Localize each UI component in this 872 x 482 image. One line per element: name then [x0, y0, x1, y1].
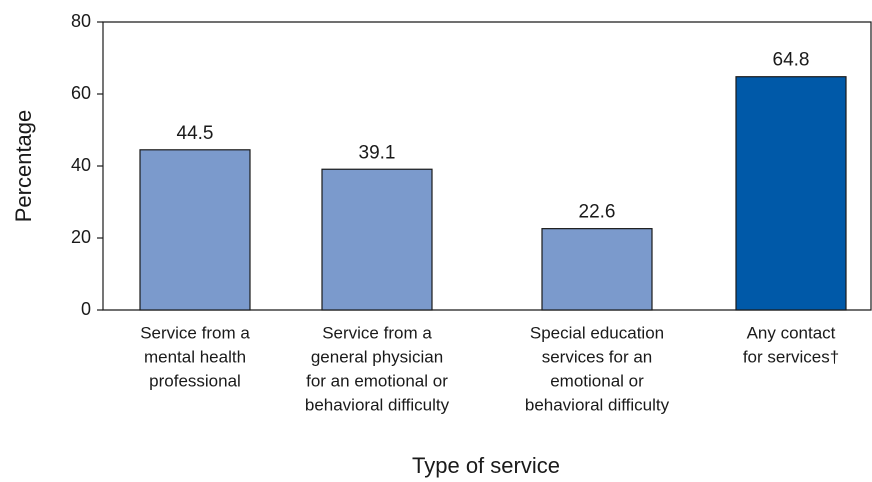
y-axis-title: Percentage — [11, 110, 36, 223]
y-tick-label: 0 — [81, 299, 91, 319]
x-tick-label: professional — [149, 371, 241, 390]
x-tick-label: for an emotional or — [306, 371, 448, 390]
x-tick-label: Service from a — [322, 323, 432, 342]
x-tick-label: Any contact — [747, 323, 836, 342]
x-tick-label: general physician — [311, 347, 443, 366]
y-tick-label: 80 — [71, 11, 91, 31]
y-tick-label: 40 — [71, 155, 91, 175]
bar — [139, 149, 251, 311]
x-tick-label: services for an — [542, 347, 653, 366]
value-label: 39.1 — [359, 142, 396, 163]
x-tick-label: Special education — [530, 323, 664, 342]
y-tick-label: 60 — [71, 83, 91, 103]
bar — [541, 228, 653, 311]
x-tick-label: behavioral difficulty — [525, 395, 670, 414]
x-axis-title: Type of service — [412, 453, 560, 478]
x-tick-label: Service from a — [140, 323, 250, 342]
x-tick-label: for services† — [743, 347, 839, 366]
x-tick-label: mental health — [144, 347, 246, 366]
x-tick-label: behavioral difficulty — [305, 395, 450, 414]
plot-frame — [102, 21, 872, 311]
bar — [321, 168, 433, 311]
bar — [735, 76, 847, 311]
x-tick-label: emotional or — [550, 371, 644, 390]
y-tick-label: 20 — [71, 227, 91, 247]
value-label: 44.5 — [177, 123, 214, 144]
value-label: 64.8 — [773, 50, 810, 71]
value-label: 22.6 — [579, 202, 616, 223]
